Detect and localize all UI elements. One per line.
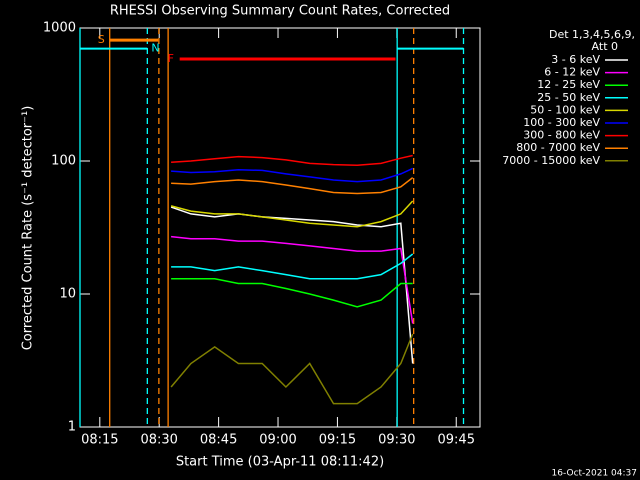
series-line: [170, 206, 414, 364]
legend-title: Det 1,3,4,5,6,9,: [549, 28, 635, 41]
legend-label: 3 - 6 keV: [551, 53, 600, 66]
timestamp: 16-Oct-2021 04:37: [552, 469, 637, 479]
y-tick-label: 10: [59, 287, 76, 302]
y-axis-label: Corrected Count Rate (s⁻¹ detector⁻¹): [21, 106, 36, 351]
series-line: [170, 333, 414, 405]
series-line: [171, 154, 413, 166]
legend-label: 300 - 800 keV: [523, 129, 600, 142]
x-tick-label: 09:15: [319, 433, 356, 448]
legend-label: 6 - 12 keV: [544, 66, 600, 79]
series-line: [171, 253, 414, 280]
series-line: [170, 200, 414, 228]
x-tick-label: 09:45: [438, 433, 475, 448]
x-tick-label: 09:30: [378, 433, 415, 448]
event-label: F: [168, 52, 174, 65]
legend-label: 800 - 7000 keV: [516, 141, 600, 154]
event-label: N: [151, 42, 159, 55]
series-line: [171, 235, 414, 324]
x-axis-label: Start Time (03-Apr-11 08:11:42): [176, 455, 384, 470]
y-tick-label: 100: [51, 154, 76, 169]
legend-label: 7000 - 15000 keV: [502, 154, 600, 167]
legend-label: 25 - 50 keV: [537, 91, 600, 104]
y-tick-label: 1: [68, 420, 76, 435]
x-tick-label: 08:45: [200, 433, 237, 448]
legend-label: 50 - 100 keV: [530, 103, 600, 116]
x-tick-label: 08:30: [140, 433, 177, 448]
event-label: S: [98, 33, 105, 46]
series-line: [171, 167, 414, 183]
legend-title: Att 0: [592, 40, 618, 53]
series-line: [171, 278, 413, 308]
series-line: [171, 177, 414, 195]
x-tick-label: 09:00: [259, 433, 296, 448]
y-tick-label: 1000: [43, 21, 76, 36]
legend-label: 100 - 300 keV: [523, 116, 600, 129]
legend-label: 12 - 25 keV: [537, 78, 600, 91]
x-tick-label: 08:15: [81, 433, 118, 448]
chart-title: RHESSI Observing Summary Count Rates, Co…: [110, 4, 450, 19]
